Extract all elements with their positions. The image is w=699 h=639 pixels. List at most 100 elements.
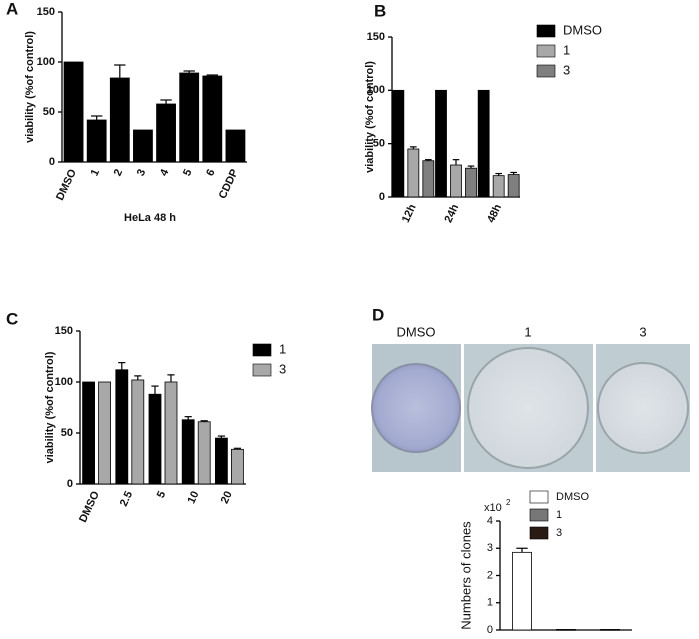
- bar: [82, 381, 95, 485]
- panel-letter: D: [372, 305, 384, 324]
- panel: C 0 50 100 150 viability (%of control) DMSO 2.5…: [6, 309, 286, 524]
- legend-label: 3: [279, 361, 286, 376]
- legend-swatch: [536, 44, 556, 58]
- legend-swatch: [536, 64, 556, 78]
- panel-letter: A: [6, 0, 18, 18]
- x-axis-label: HeLa 48 h: [124, 212, 176, 224]
- bar: [450, 164, 462, 198]
- error-bar: [425, 159, 432, 161]
- bar: [179, 72, 200, 163]
- error-bar: [183, 70, 195, 73]
- y-tick-label: 0: [49, 156, 55, 168]
- bar: [392, 89, 405, 198]
- legend-label: 3: [563, 62, 570, 77]
- bar: [465, 167, 477, 198]
- legend-swatch: [529, 526, 549, 540]
- x-tick-label: 3: [135, 167, 148, 178]
- error-bar: [160, 99, 172, 104]
- y-tick-label: 150: [37, 6, 55, 18]
- error-bar: [467, 165, 475, 169]
- bar: [600, 629, 620, 631]
- error-bar: [114, 64, 126, 78]
- bar: [435, 89, 447, 198]
- y-axis-label: viability (%of control): [44, 351, 56, 463]
- x-tick-label: 10: [186, 489, 202, 505]
- panel: A 0 50 100 150 viability (%of control) HeLa 48…: [6, 0, 247, 224]
- y-axis-label: viability (%of control): [24, 31, 36, 143]
- bar: [225, 129, 246, 163]
- bar: [507, 174, 520, 198]
- bar: [197, 421, 211, 485]
- error-bar: [90, 115, 103, 120]
- bar: [164, 381, 178, 485]
- bar: [422, 160, 435, 198]
- error-bar: [233, 447, 241, 450]
- x-tick-label: 12h: [400, 202, 419, 225]
- y-tick-label: 0: [487, 624, 493, 636]
- bar: [556, 629, 576, 631]
- image-label: 1: [524, 324, 531, 339]
- panel: D 0 1 2 3 4 Numbers of clones DMSO 1 3 x10 2 DMSO 1 3: [372, 305, 647, 635]
- bar: [214, 437, 228, 485]
- x-tick-label: DMSO: [54, 167, 79, 202]
- y-tick-label: 50: [61, 427, 73, 439]
- plates: [371, 344, 690, 472]
- legend-label: 1: [563, 42, 570, 57]
- y-axis-label: Numbers of clones: [458, 521, 473, 630]
- y-tick-label: 0: [379, 191, 385, 203]
- x-tick-label: 20: [219, 489, 235, 505]
- error-bar: [495, 172, 502, 176]
- bar: [181, 419, 195, 485]
- y-tick-label: 2: [487, 569, 493, 581]
- error-bar: [452, 159, 460, 165]
- plate-dish: [597, 362, 689, 454]
- error-bar: [134, 375, 142, 380]
- x-tick-label: 2.5: [118, 489, 135, 508]
- error-bar: [200, 420, 208, 422]
- y-tick-label: 100: [55, 376, 73, 388]
- y-tick-label: 50: [373, 138, 385, 150]
- y-tick-label: 3: [487, 542, 493, 554]
- bar: [86, 119, 107, 163]
- x-tick-label: 24h: [442, 202, 461, 225]
- y-multiplier-exp: 2: [506, 498, 511, 507]
- y-axis-label: viability (%of control): [364, 61, 376, 173]
- y-tick-label: 50: [43, 106, 55, 118]
- legend-swatch: [529, 490, 549, 504]
- bar: [230, 448, 244, 485]
- y-tick-label: 150: [55, 325, 73, 337]
- legend-label: DMSO: [563, 22, 602, 37]
- error-bar: [184, 416, 192, 420]
- bar: [477, 89, 490, 198]
- bar: [202, 75, 223, 163]
- bar: [407, 148, 420, 198]
- bar: [131, 379, 145, 485]
- legend-label: 1: [556, 509, 562, 521]
- panel: B 0 50 100 150 viability (%of control) 12h 24h 4…: [364, 1, 602, 224]
- bar: [115, 369, 129, 485]
- bar: [98, 381, 111, 485]
- x-tick-label: 5: [181, 167, 194, 178]
- legend-swatch: [252, 343, 272, 357]
- bar: [492, 175, 505, 198]
- legend-label: DMSO: [556, 491, 589, 503]
- bar: [148, 393, 162, 485]
- error-bar: [410, 146, 417, 149]
- error-bar: [510, 171, 517, 175]
- x-tick-label: 1: [89, 167, 102, 178]
- y-tick-label: 150: [367, 31, 385, 43]
- plate-dish: [371, 363, 461, 453]
- x-tick-label: 2: [112, 167, 125, 178]
- y-multiplier: x10: [484, 502, 502, 514]
- bar: [109, 77, 130, 163]
- y-tick-label: 1: [487, 597, 493, 609]
- bar: [133, 129, 153, 163]
- bar: [512, 551, 532, 631]
- y-tick-label: 0: [67, 478, 73, 490]
- legend-label: 3: [556, 527, 562, 539]
- plate-dish: [467, 347, 589, 469]
- bar: [63, 61, 84, 163]
- legend-swatch: [252, 363, 272, 377]
- x-tick-label: 6: [204, 167, 217, 178]
